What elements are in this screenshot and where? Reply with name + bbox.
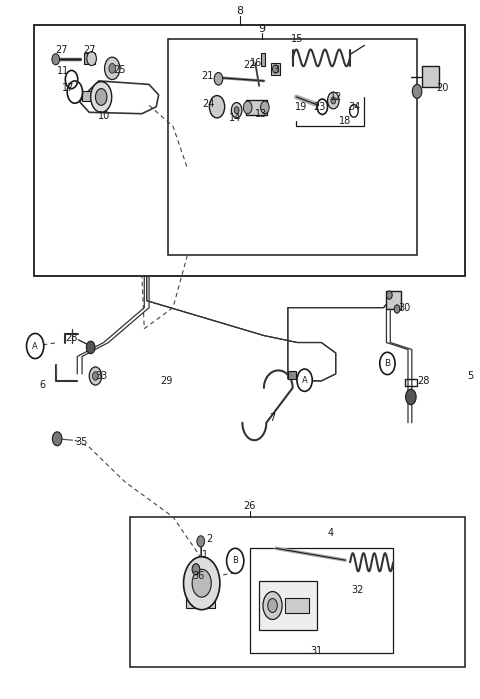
Circle shape [394, 305, 400, 313]
Bar [246, 100, 267, 115]
Text: 19: 19 [295, 102, 307, 113]
Circle shape [261, 101, 269, 114]
Circle shape [273, 65, 278, 73]
Text: 18: 18 [339, 116, 351, 127]
Circle shape [52, 432, 62, 446]
Circle shape [380, 352, 395, 375]
Circle shape [192, 569, 211, 597]
Bar [84, 53, 95, 64]
Text: 28: 28 [65, 333, 78, 343]
Text: 30: 30 [398, 303, 410, 312]
Text: 2: 2 [206, 534, 213, 545]
Circle shape [214, 73, 223, 85]
Bar [205, 593, 215, 607]
Text: B: B [384, 359, 390, 368]
Text: 7: 7 [269, 412, 276, 423]
Text: B: B [232, 556, 238, 565]
Text: 23: 23 [313, 102, 325, 113]
Text: 11: 11 [57, 66, 69, 76]
Text: 17: 17 [61, 82, 74, 93]
Bar [386, 291, 401, 309]
Text: 3: 3 [274, 66, 280, 75]
Bar [271, 63, 280, 75]
Circle shape [86, 341, 95, 354]
Circle shape [109, 64, 116, 73]
Text: 34: 34 [349, 102, 361, 113]
Text: 27: 27 [83, 45, 96, 55]
Circle shape [183, 556, 220, 610]
Text: 12: 12 [330, 92, 342, 102]
Circle shape [96, 89, 107, 106]
Text: 9: 9 [258, 24, 265, 34]
Bar [259, 581, 317, 630]
Circle shape [386, 291, 392, 299]
Text: 20: 20 [436, 83, 449, 93]
Circle shape [406, 389, 416, 405]
Circle shape [327, 92, 339, 109]
Circle shape [105, 57, 120, 80]
Bar [250, 548, 393, 653]
Text: A: A [302, 375, 308, 384]
Text: 25: 25 [113, 66, 126, 75]
Circle shape [89, 367, 102, 385]
Text: 13: 13 [255, 109, 268, 120]
Bar [168, 39, 417, 255]
Circle shape [26, 333, 44, 359]
Bar [217, 101, 222, 113]
Bar [82, 92, 91, 101]
Circle shape [209, 96, 225, 118]
Text: A: A [32, 342, 38, 350]
Circle shape [231, 103, 242, 118]
Text: 29: 29 [161, 376, 173, 386]
Circle shape [268, 598, 277, 612]
Text: 26: 26 [243, 501, 256, 512]
Circle shape [263, 591, 282, 619]
Text: 14: 14 [229, 113, 241, 123]
Text: 36: 36 [192, 571, 204, 582]
Circle shape [227, 548, 244, 573]
Circle shape [52, 54, 60, 65]
Text: 24: 24 [203, 99, 215, 109]
Text: 4: 4 [328, 528, 334, 538]
Bar [405, 379, 417, 386]
Text: 16: 16 [250, 59, 262, 69]
Circle shape [243, 101, 252, 114]
Text: 27: 27 [56, 45, 68, 55]
Circle shape [297, 369, 312, 391]
Text: 28: 28 [417, 376, 430, 386]
Text: 15: 15 [291, 34, 304, 44]
Text: 8: 8 [237, 6, 243, 16]
Text: 31: 31 [311, 647, 323, 656]
Bar [288, 371, 297, 380]
Circle shape [87, 52, 96, 66]
Circle shape [234, 107, 239, 114]
Bar [422, 66, 439, 87]
Text: 22: 22 [243, 60, 256, 71]
Circle shape [91, 82, 112, 113]
Bar [286, 598, 310, 613]
Bar [34, 25, 465, 276]
Text: 6: 6 [40, 380, 46, 390]
Circle shape [331, 97, 336, 104]
Text: 21: 21 [201, 71, 214, 81]
Text: 35: 35 [75, 437, 87, 447]
Circle shape [93, 372, 98, 380]
Text: 5: 5 [468, 371, 474, 381]
Bar [130, 517, 465, 667]
Circle shape [192, 563, 200, 575]
Bar [186, 593, 196, 607]
Text: 10: 10 [97, 110, 110, 121]
Circle shape [197, 535, 204, 547]
Circle shape [412, 85, 422, 99]
Bar [261, 53, 265, 66]
Text: 32: 32 [351, 585, 363, 595]
Text: 1: 1 [202, 550, 208, 561]
Text: 33: 33 [95, 371, 108, 381]
